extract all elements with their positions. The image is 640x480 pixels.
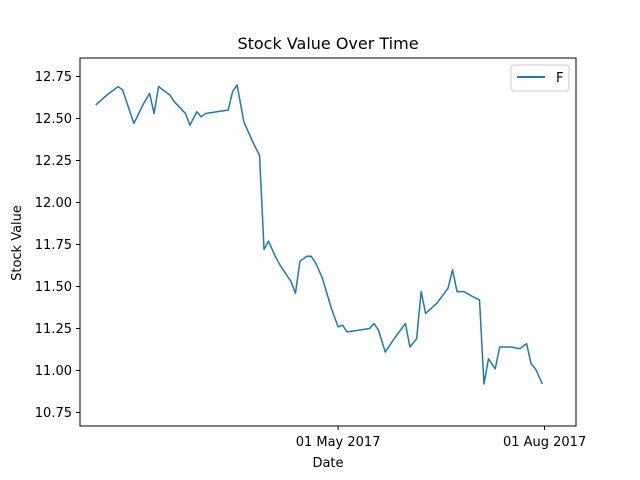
series-layer	[95, 84, 544, 385]
x-axis-label: Date	[312, 456, 343, 471]
y-axis-label: Stock Value	[10, 205, 25, 281]
y-tick-label: 11.75	[35, 238, 72, 253]
x-tick-label: 01 May 2017	[296, 435, 381, 450]
y-tick-label: 12.75	[35, 70, 72, 85]
y-tick-label: 11.25	[35, 322, 72, 337]
y-tick-label: 12.25	[35, 154, 72, 169]
axes-frame	[79, 57, 577, 427]
series-line-F	[95, 84, 544, 385]
legend-entry-label: F	[556, 71, 563, 86]
axes-layer: 10.75 11.00 11.25 11.50 11.75 12.00 12.25 12.50…	[35, 57, 586, 450]
y-tick-label: 12.50	[35, 112, 72, 127]
y-tick-label: 11.00	[35, 364, 72, 379]
y-tick-label: 10.75	[35, 406, 72, 421]
chart-title: Stock Value Over Time	[237, 34, 418, 53]
y-tick-label: 11.50	[35, 280, 72, 295]
legend: F	[510, 64, 570, 92]
y-tick-label: 12.00	[35, 196, 72, 211]
x-tick-label: 01 Aug 2017	[503, 435, 586, 450]
